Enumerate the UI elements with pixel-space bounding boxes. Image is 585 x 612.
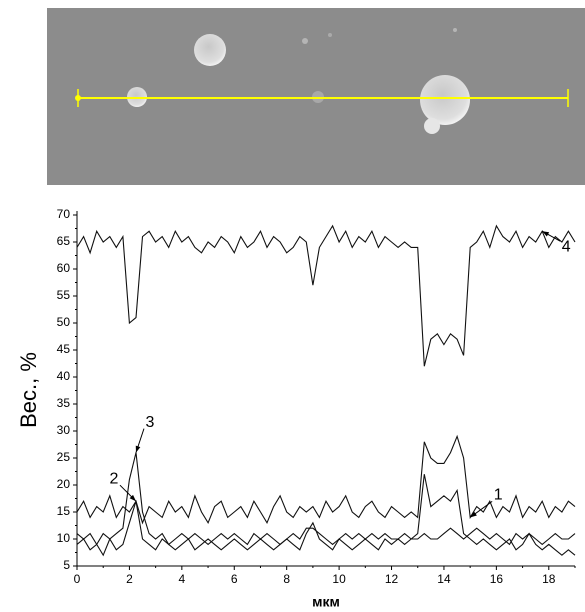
x-tick-label: 8 — [283, 572, 290, 586]
annotation-arrowhead — [542, 231, 550, 237]
y-tick-label: 55 — [57, 288, 71, 302]
series-label: 3 — [146, 414, 155, 431]
series-label: 2 — [110, 470, 119, 487]
series-label: 4 — [562, 238, 571, 255]
annotation-arrowhead — [470, 511, 477, 518]
x-tick-label: 2 — [126, 572, 133, 586]
x-tick-label: 4 — [178, 572, 185, 586]
particle — [453, 28, 457, 32]
y-tick-label: 35 — [57, 396, 71, 410]
series-line — [76, 224, 576, 367]
series-label: 1 — [494, 487, 503, 504]
x-tick-label: 14 — [437, 572, 451, 586]
annotation-arrowhead — [135, 445, 141, 453]
x-tick-label: 0 — [74, 572, 81, 586]
x-tick-label: 18 — [542, 572, 556, 586]
y-tick-label: 40 — [57, 369, 71, 383]
y-tick-label: 20 — [57, 477, 71, 491]
y-axis-label: Вес., % — [16, 352, 41, 428]
y-tick-label: 70 — [57, 207, 71, 221]
y-tick-label: 5 — [63, 558, 70, 572]
y-tick-label: 25 — [57, 450, 71, 464]
y-tick-label: 45 — [57, 342, 71, 356]
x-tick-label: 6 — [231, 572, 238, 586]
scan-line-start — [75, 95, 81, 101]
sem-image — [47, 8, 585, 185]
particle — [420, 75, 470, 125]
x-tick-label: 12 — [385, 572, 399, 586]
y-tick-label: 30 — [57, 423, 71, 437]
annotation-arrowhead — [129, 494, 136, 502]
y-tick-label: 15 — [57, 504, 71, 518]
particle — [424, 118, 440, 134]
y-tick-label: 60 — [57, 261, 71, 275]
series-line — [76, 474, 576, 556]
particle — [302, 38, 308, 44]
y-tick-label: 50 — [57, 315, 71, 329]
y-tick-label: 10 — [57, 531, 71, 545]
series-line — [76, 434, 576, 525]
y-tick-label: 65 — [57, 234, 71, 248]
x-axis-label: мкм — [312, 594, 340, 610]
series-line — [76, 452, 576, 557]
particle — [194, 34, 226, 66]
x-tick-label: 10 — [332, 572, 346, 586]
x-tick-label: 16 — [490, 572, 504, 586]
particle — [328, 33, 332, 37]
